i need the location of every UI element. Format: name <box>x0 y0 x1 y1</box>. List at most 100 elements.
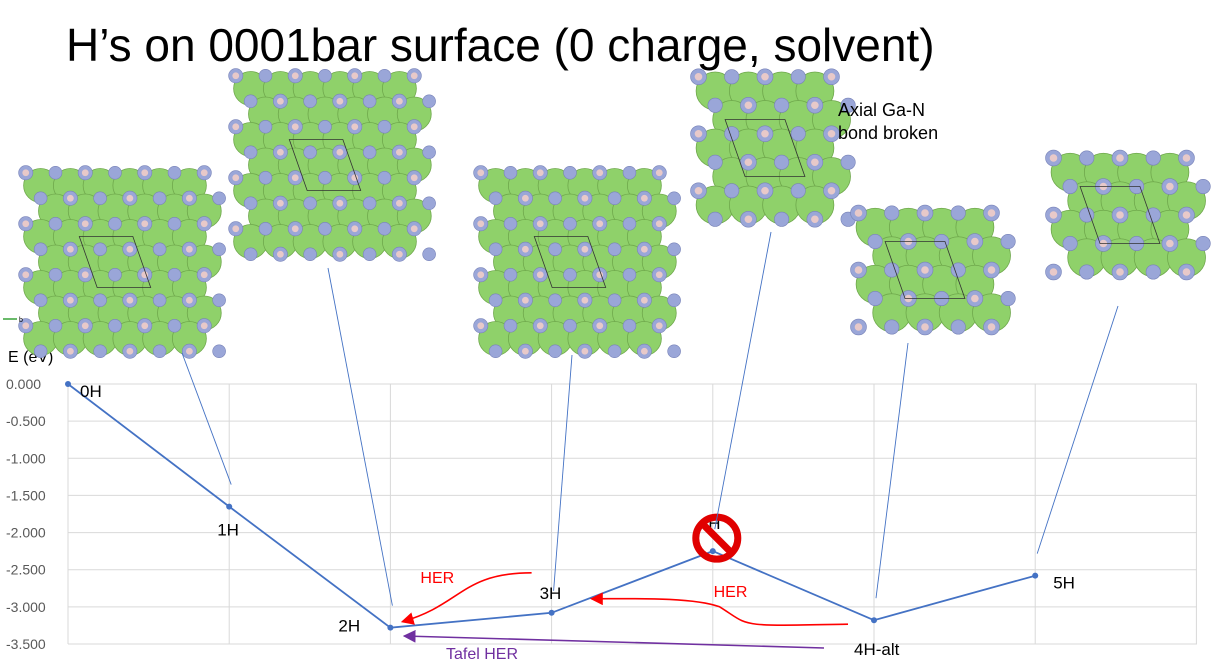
n-atom <box>108 216 122 231</box>
her-arrow-3h-2h <box>400 572 532 625</box>
structure-4h <box>690 68 856 228</box>
n-atom <box>607 242 622 257</box>
n-atom <box>422 145 436 160</box>
n-atom <box>377 221 392 236</box>
h-atom <box>276 148 284 156</box>
h-atom <box>185 245 193 253</box>
h-atom <box>761 129 769 138</box>
n-atom <box>48 318 63 333</box>
h-atom <box>185 347 193 355</box>
h-atom <box>854 266 863 274</box>
n-atom <box>243 145 258 160</box>
n-atom <box>503 267 518 282</box>
h-atom <box>477 220 485 228</box>
h-atom <box>126 194 134 202</box>
h-atom <box>141 322 149 330</box>
h-atom <box>410 225 418 233</box>
h-atom <box>336 97 344 105</box>
point-label: 4H-alt <box>854 640 900 659</box>
y-tick-label: -1.500 <box>6 487 46 503</box>
n-atom <box>93 344 107 359</box>
n-atom <box>212 242 226 257</box>
h-atom <box>126 245 134 253</box>
h-atom <box>761 72 769 81</box>
n-atom <box>152 242 167 257</box>
structure-note: bond broken <box>838 123 938 143</box>
n-atom <box>548 191 562 206</box>
tafel-arrow <box>402 629 825 649</box>
n-atom <box>93 191 107 206</box>
h-atom <box>921 323 929 331</box>
n-atom <box>318 119 332 134</box>
n-atom <box>503 165 518 180</box>
h-atom <box>1116 211 1124 219</box>
n-atom <box>548 344 562 359</box>
h-atom <box>291 123 299 131</box>
n-atom <box>167 267 182 282</box>
h-atom <box>141 220 149 228</box>
h-atom <box>744 158 753 167</box>
h-atom <box>126 347 134 355</box>
unit-cell <box>1079 186 1161 244</box>
h-atom <box>521 245 529 253</box>
n-atom <box>563 318 577 333</box>
h-atom <box>521 296 529 304</box>
h-atom <box>744 101 753 110</box>
h-atom <box>536 271 544 279</box>
n-atom <box>622 267 637 282</box>
h-atom <box>827 72 836 81</box>
n-atom <box>362 196 377 211</box>
h-atom <box>987 209 996 217</box>
n-atom <box>707 211 723 227</box>
n-atom <box>1145 264 1161 280</box>
n-atom <box>607 344 622 359</box>
data-point <box>387 624 394 631</box>
h-atom <box>655 169 663 177</box>
n-atom <box>724 69 740 85</box>
h-atom <box>827 186 836 195</box>
structure-2h <box>228 68 436 262</box>
data-point <box>1032 572 1039 579</box>
no-symbol-slash <box>700 521 734 555</box>
n-atom <box>377 170 392 185</box>
n-atom <box>1062 235 1078 252</box>
n-atom <box>258 119 273 134</box>
h-atom <box>1116 154 1124 162</box>
h-atom <box>232 225 240 233</box>
h-atom <box>395 250 403 258</box>
structure-1h <box>18 165 226 359</box>
n-atom <box>152 293 167 308</box>
n-atom <box>867 233 883 250</box>
h-atom <box>141 169 149 177</box>
n-atom <box>167 318 182 333</box>
h-atom <box>477 271 485 279</box>
n-atom <box>108 165 122 180</box>
h-atom <box>200 220 208 228</box>
y-tick-label: -0.500 <box>6 413 46 429</box>
unit-cell <box>724 119 806 177</box>
h-atom <box>276 250 284 258</box>
h-atom <box>655 322 663 330</box>
h-atom <box>410 174 418 182</box>
h-atom <box>1182 211 1191 219</box>
n-atom <box>422 196 436 211</box>
n-atom <box>167 216 182 231</box>
connector-line <box>553 354 573 591</box>
structure-5h <box>1045 149 1211 281</box>
h-atom <box>410 123 418 131</box>
unit-cell <box>288 139 362 191</box>
h-atom <box>987 323 996 331</box>
h-atom <box>921 266 929 274</box>
h-atom <box>744 215 753 224</box>
connector-line <box>875 342 909 599</box>
n-atom <box>303 94 317 109</box>
h-atom <box>351 123 359 131</box>
h-atom <box>395 148 403 156</box>
structure-3h <box>473 165 681 359</box>
h-atom <box>655 271 663 279</box>
h-atom <box>1049 154 1058 162</box>
tafel-label: Tafel HER <box>446 646 518 663</box>
unit-cell <box>533 236 607 288</box>
h-atom <box>1166 239 1174 248</box>
